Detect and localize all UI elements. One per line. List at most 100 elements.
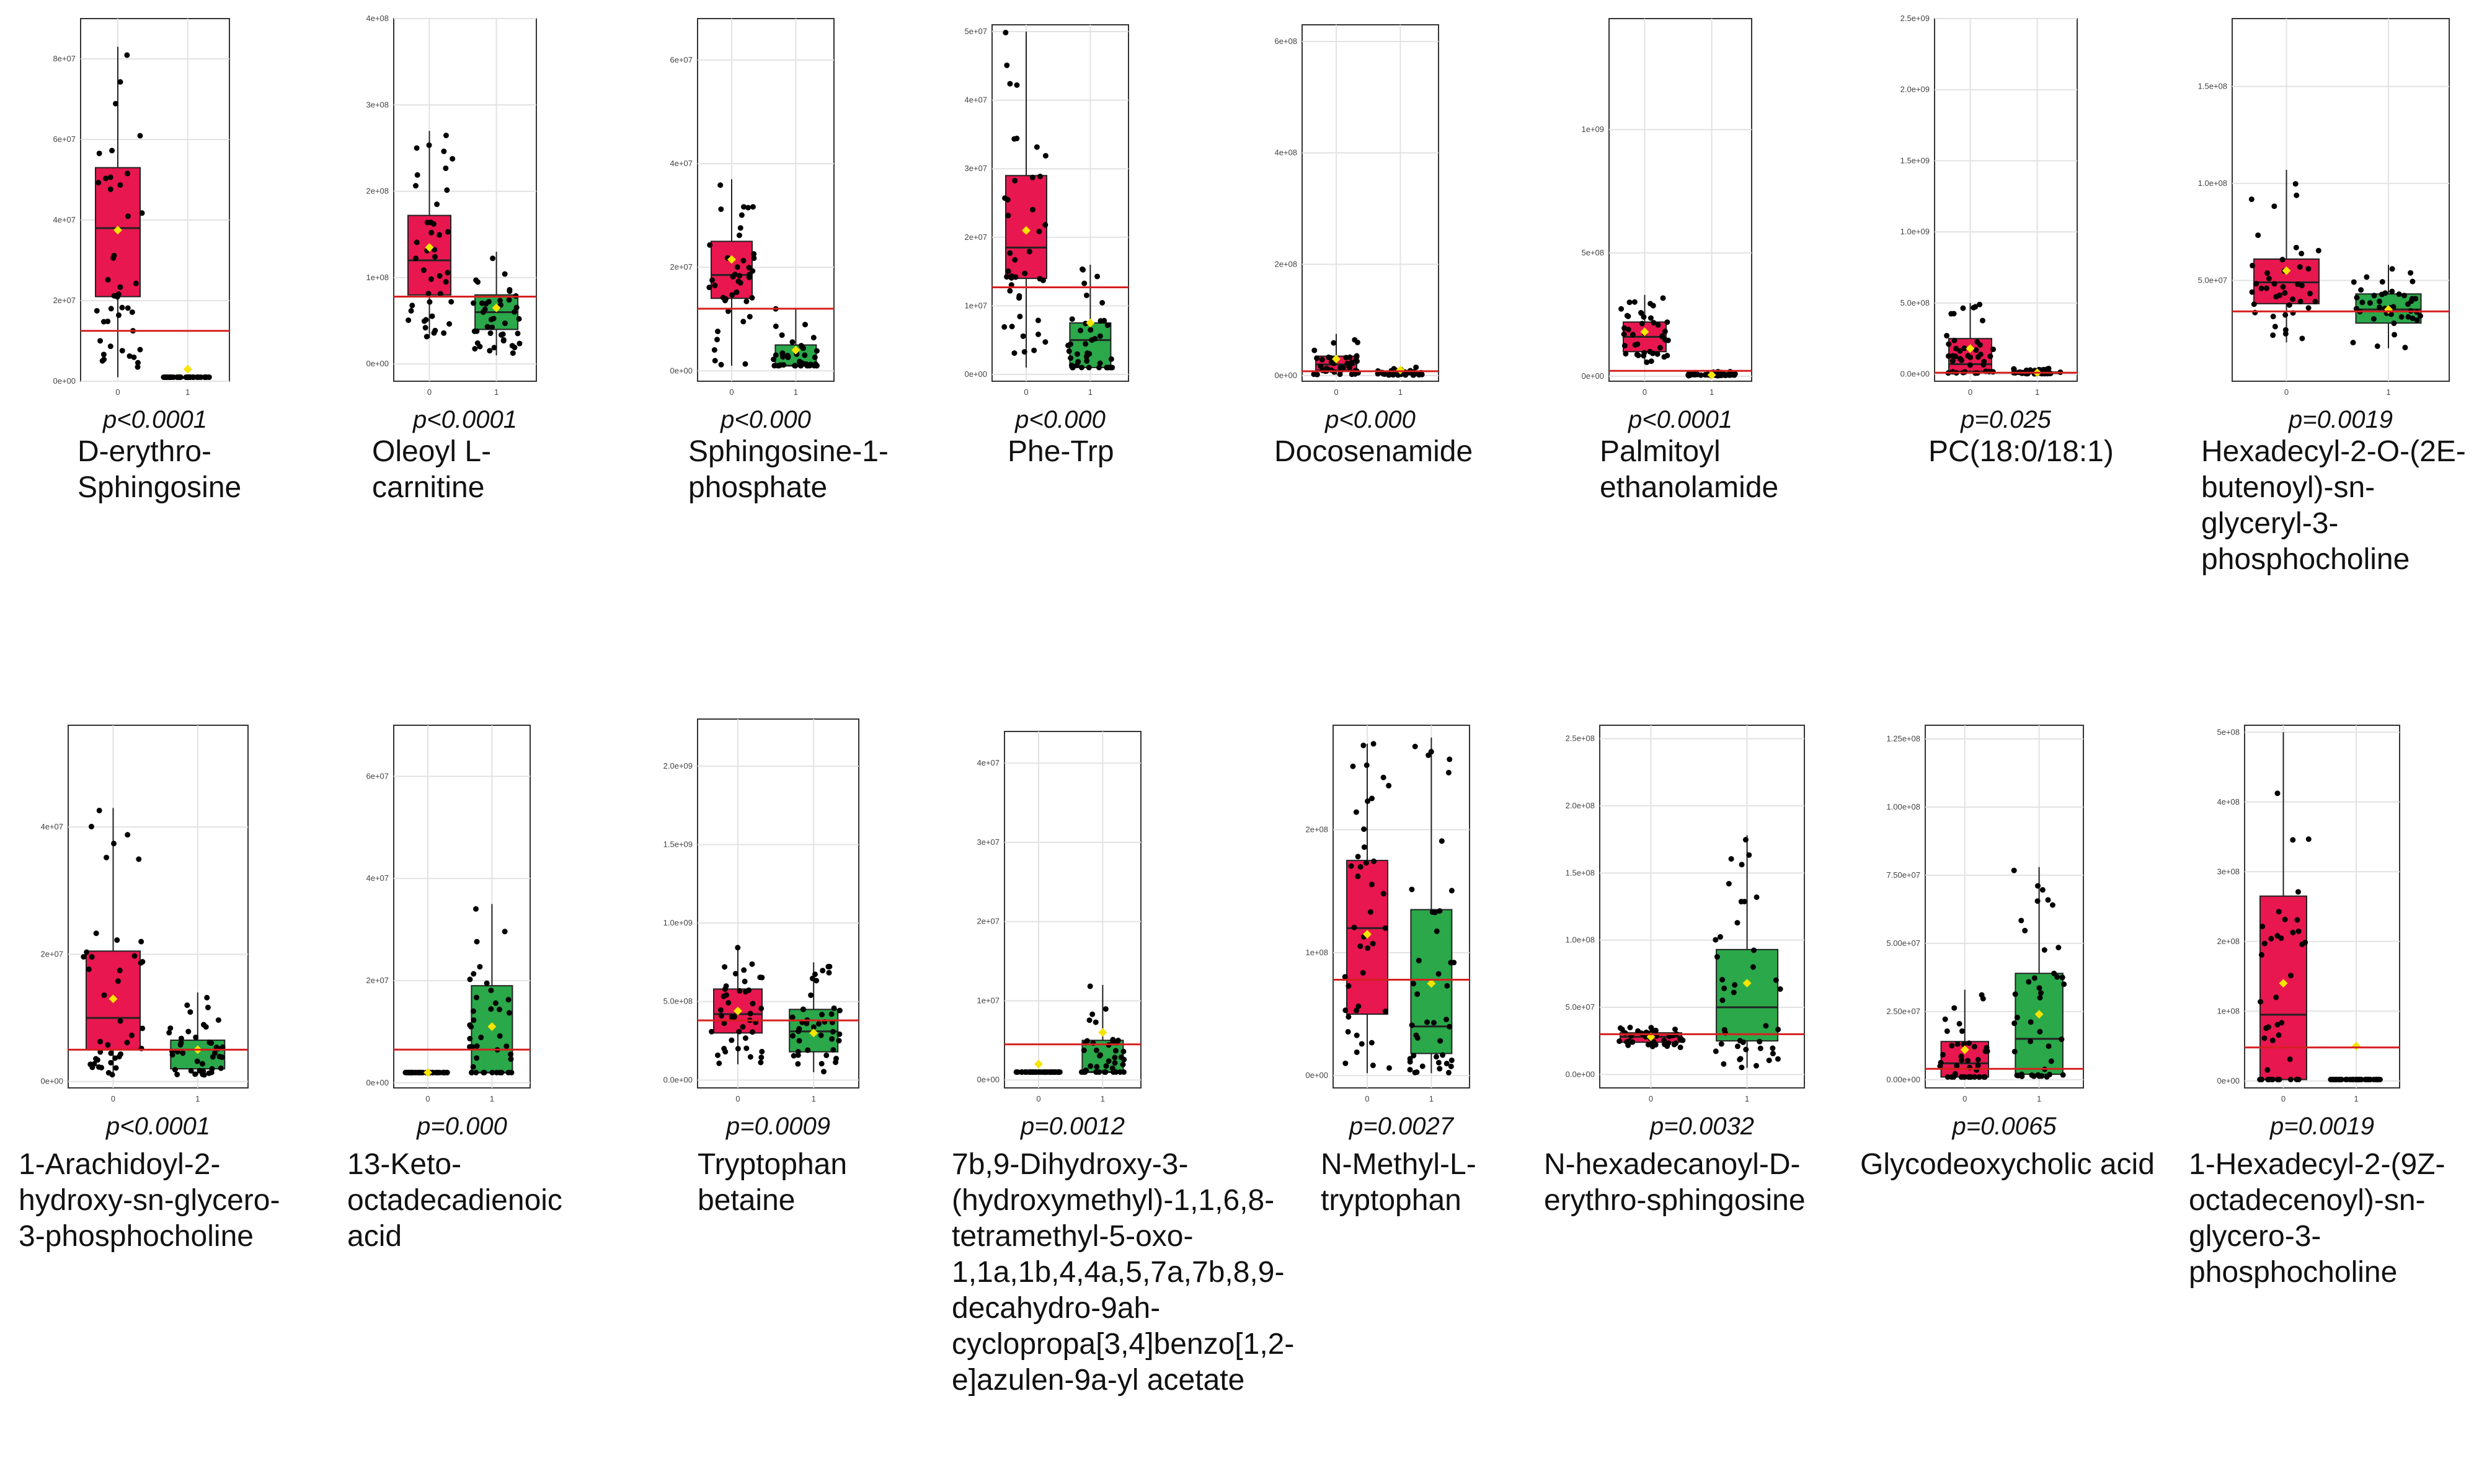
data-point xyxy=(1022,270,1028,276)
boxplot-panel: 0e+00 1e+08 2e+08 3e+08 4e+08 5e+08 0 1 xyxy=(2189,719,2412,1141)
y-tick-label: 2.5e+09 xyxy=(1900,14,1930,23)
data-point xyxy=(2376,298,2382,304)
data-point xyxy=(729,1037,735,1043)
data-point xyxy=(1078,364,1084,371)
data-point xyxy=(2272,324,2278,330)
data-point xyxy=(1112,1048,1119,1054)
data-point xyxy=(1976,1074,1982,1080)
data-point xyxy=(1032,1069,1039,1075)
data-point xyxy=(779,332,785,338)
data-point xyxy=(474,1055,480,1061)
data-point xyxy=(131,953,138,959)
data-point xyxy=(467,1036,473,1042)
y-tick-label: 0e+00 xyxy=(1305,1071,1328,1080)
data-point xyxy=(1412,743,1418,749)
p-value-label: p=0.0027 xyxy=(1349,1113,1453,1140)
data-point xyxy=(2370,316,2377,322)
data-point xyxy=(1971,304,1977,311)
data-point xyxy=(1361,844,1367,850)
data-point xyxy=(1004,197,1011,203)
data-point xyxy=(1094,273,1101,280)
y-tick-label: 0.0e+00 xyxy=(1900,369,1930,379)
data-point xyxy=(474,328,480,334)
data-point xyxy=(1657,345,1663,351)
data-point xyxy=(1975,1057,1981,1063)
y-tick-label: 2e+08 xyxy=(1274,259,1297,268)
data-point xyxy=(1728,856,1734,862)
metabolite-label: Docosenamide xyxy=(1274,435,1473,468)
data-point xyxy=(1081,1047,1087,1053)
data-point xyxy=(96,150,102,156)
p-value-label: p<0.0001 xyxy=(103,406,207,433)
data-point xyxy=(500,331,506,337)
y-tick-label: 7.50e+07 xyxy=(1886,870,1920,880)
mean-marker xyxy=(487,1022,497,1031)
data-point xyxy=(128,1032,135,1038)
plot-frame xyxy=(1934,18,2078,382)
mean-marker xyxy=(1022,226,1031,235)
data-point xyxy=(448,299,455,305)
data-point xyxy=(472,346,478,352)
p-value-label: p=0.0065 xyxy=(1952,1113,2057,1140)
data-point xyxy=(1654,351,1661,357)
data-point xyxy=(1411,372,1417,378)
data-point xyxy=(804,1020,810,1027)
data-point xyxy=(169,1052,175,1058)
data-point xyxy=(1069,316,1075,322)
data-point xyxy=(759,974,765,981)
data-point xyxy=(1638,310,1644,316)
data-point xyxy=(740,257,747,263)
y-tick-label: 6e+07 xyxy=(366,771,389,780)
data-point xyxy=(1354,353,1360,360)
data-point xyxy=(1946,341,1952,347)
data-point xyxy=(425,291,432,297)
data-point xyxy=(709,277,716,283)
data-point xyxy=(1099,299,1106,306)
data-point xyxy=(2305,305,2312,311)
data-point xyxy=(409,303,415,309)
data-point xyxy=(473,906,479,912)
data-point xyxy=(2011,1048,2018,1054)
data-point xyxy=(771,356,777,363)
data-point xyxy=(1370,741,1377,747)
metabolite-label: Tryptophan betaine xyxy=(698,1148,848,1217)
data-point xyxy=(137,347,143,353)
data-point xyxy=(741,967,747,973)
data-point xyxy=(792,363,799,369)
data-point xyxy=(831,1005,837,1011)
data-point xyxy=(742,978,748,984)
data-point xyxy=(111,252,117,258)
data-point xyxy=(1093,1019,1099,1025)
data-point xyxy=(1386,372,1392,378)
y-tick-label: 0e+00 xyxy=(977,1075,1000,1084)
data-point xyxy=(488,316,494,322)
data-point xyxy=(172,1067,178,1073)
data-point xyxy=(2292,181,2299,187)
data-point xyxy=(117,968,123,974)
data-point xyxy=(512,309,518,315)
data-point xyxy=(206,1040,213,1046)
data-point xyxy=(1338,367,1344,373)
y-tick-label: 0e+00 xyxy=(964,369,987,379)
data-point xyxy=(470,1008,476,1014)
data-point xyxy=(119,348,125,354)
mean-marker xyxy=(1098,1028,1107,1037)
data-point xyxy=(215,1017,221,1023)
data-point xyxy=(1437,1038,1443,1044)
data-point xyxy=(1014,135,1020,141)
data-point xyxy=(1380,891,1386,897)
x-tick-label: 1 xyxy=(1398,387,1403,397)
data-point xyxy=(714,337,721,343)
data-point xyxy=(81,954,87,960)
data-point xyxy=(412,183,419,189)
data-point xyxy=(218,1065,224,1071)
data-point xyxy=(2295,281,2301,288)
data-point xyxy=(2377,304,2383,311)
data-point xyxy=(734,289,740,295)
data-point xyxy=(1035,317,1041,324)
data-point xyxy=(1106,1058,1112,1064)
data-point xyxy=(1990,347,1997,353)
data-point xyxy=(749,961,755,967)
data-point xyxy=(84,949,90,955)
plot-frame xyxy=(1004,731,1142,1089)
